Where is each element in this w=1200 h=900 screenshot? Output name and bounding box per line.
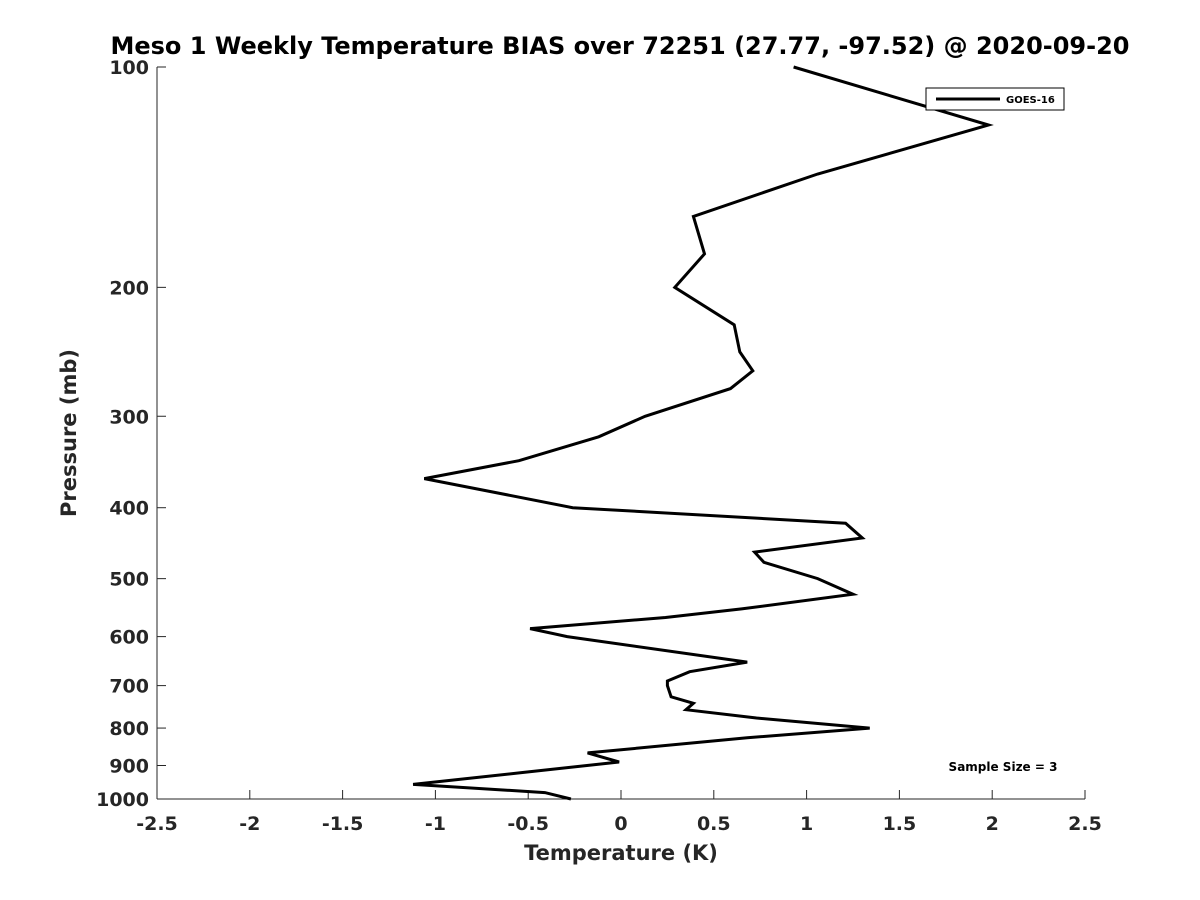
y-tick-label: 100: [109, 57, 149, 79]
chart-title: Meso 1 Weekly Temperature BIAS over 7225…: [110, 32, 1129, 60]
series-line-goes16: [412, 65, 994, 801]
y-tick-label: 200: [109, 277, 149, 299]
y-tick-label: 500: [109, 569, 149, 591]
y-tick-label: 400: [109, 498, 149, 520]
x-tick-label: -2.5: [136, 813, 178, 835]
x-tick-label: 2.5: [1068, 813, 1102, 835]
x-axis-label: Temperature (K): [524, 841, 718, 865]
x-tick-label: 0: [614, 813, 627, 835]
y-tick-label: 800: [109, 718, 149, 740]
axes: [156, 67, 1085, 800]
x-tick-label: -0.5: [507, 813, 549, 835]
y-tick-label: 900: [109, 756, 149, 778]
y-axis-ticks: 100 200 300 400 500 600 700 800 900 1000: [96, 57, 166, 811]
x-tick-label: -1: [425, 813, 446, 835]
y-axis-label: Pressure (mb): [57, 349, 81, 517]
x-tick-label: -1.5: [322, 813, 364, 835]
x-tick-label: 0.5: [697, 813, 731, 835]
legend: GOES-16: [925, 87, 1065, 111]
y-tick-label: 700: [109, 676, 149, 698]
legend-label-goes16: GOES-16: [1006, 95, 1055, 106]
x-tick-label: 1: [800, 813, 813, 835]
y-tick-label: 600: [109, 627, 149, 649]
x-tick-label: 2: [986, 813, 999, 835]
sample-size-annotation: Sample Size = 3: [949, 760, 1058, 774]
x-tick-label: -2: [239, 813, 260, 835]
y-tick-label: 300: [109, 406, 149, 428]
y-tick-label: 1000: [96, 789, 149, 811]
x-tick-label: 1.5: [883, 813, 917, 835]
x-axis-ticks: -2.5 -2 -1.5 -1 -0.5 0 0.5 1 1.5 2 2.5: [136, 790, 1102, 835]
series-layer: [412, 65, 994, 801]
